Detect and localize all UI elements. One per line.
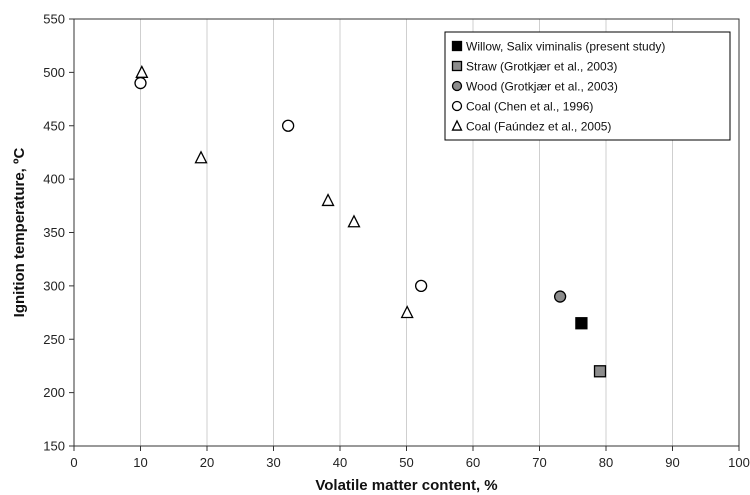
y-tick-label: 350	[43, 225, 65, 240]
data-point-triangle	[400, 305, 414, 319]
data-point-square	[575, 317, 588, 330]
x-tick-label: 40	[333, 455, 347, 470]
x-tick-label: 0	[70, 455, 77, 470]
legend-marker-circle	[451, 100, 463, 112]
legend-box	[444, 31, 731, 141]
data-point-triangle	[347, 214, 361, 228]
data-point-triangle	[194, 150, 208, 164]
y-tick-label: 200	[43, 385, 65, 400]
y-axis-title: Ignition temperature, ºC	[11, 148, 28, 318]
x-tick-label: 20	[200, 455, 214, 470]
y-tick-label: 500	[43, 65, 65, 80]
legend-marker-circle	[451, 80, 463, 92]
data-point-circle	[553, 290, 567, 303]
y-tick-label: 550	[43, 12, 65, 27]
x-tick-label: 70	[532, 455, 546, 470]
legend-item: Straw (Grotkjær et al., 2003)	[451, 60, 617, 74]
x-tick-label: 30	[266, 455, 280, 470]
data-point-triangle	[135, 64, 149, 78]
data-point-circle	[281, 119, 295, 132]
legend: Willow, Salix viminalis (present study) S…	[444, 31, 731, 141]
data-points	[134, 64, 607, 378]
legend-item: Coal (Chen et al., 1996)	[451, 100, 593, 114]
legend-label: Wood (Grotkjær et al., 2003)	[466, 80, 618, 94]
x-tick-label: 50	[399, 455, 413, 470]
legend-label: Coal (Faúndez et al., 2005)	[466, 120, 611, 134]
data-point-square	[593, 365, 607, 378]
legend-marker-triangle	[451, 119, 463, 131]
y-tick-label: 300	[43, 278, 65, 293]
legend-item: Wood (Grotkjær et al., 2003)	[451, 80, 618, 94]
legend-item: Willow, Salix viminalis (present study)	[451, 40, 665, 54]
y-tick-labels: 150 200 250 300 350 400 450 500 550	[43, 12, 74, 454]
legend-item: Coal (Faúndez et al., 2005)	[451, 119, 611, 134]
legend-label: Willow, Salix viminalis (present study)	[466, 40, 665, 54]
x-tick-label: 10	[133, 455, 147, 470]
y-tick-label: 400	[43, 172, 65, 187]
y-tick-label: 250	[43, 332, 65, 347]
legend-marker-square	[451, 60, 463, 72]
x-tick-label: 80	[599, 455, 613, 470]
data-point-circle	[134, 76, 147, 90]
x-tick-label: 60	[466, 455, 480, 470]
y-tick-label: 150	[43, 439, 65, 454]
data-point-circle	[414, 279, 428, 293]
legend-label: Straw (Grotkjær et al., 2003)	[466, 60, 617, 74]
legend-label: Coal (Chen et al., 1996)	[466, 100, 593, 114]
x-tick-labels: 0 10 20 30 40 50 60 70 80 90 100	[70, 446, 750, 470]
legend-marker-square	[451, 40, 463, 52]
x-tick-label: 100	[728, 455, 750, 470]
y-tick-label: 450	[43, 118, 65, 133]
data-point-triangle	[321, 193, 335, 207]
x-axis-title: Volatile matter content, %	[315, 477, 497, 494]
x-tick-label: 90	[665, 455, 679, 470]
